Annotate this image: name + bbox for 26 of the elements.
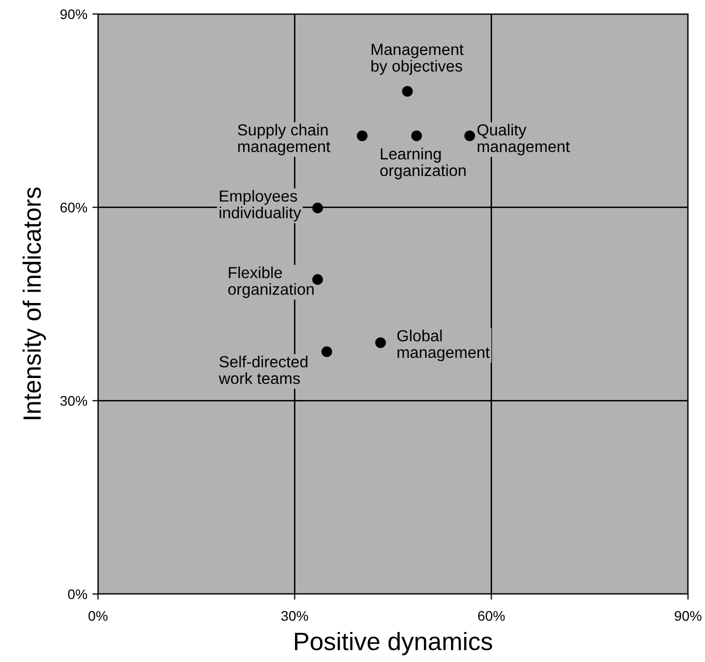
point: [321, 346, 332, 358]
x-tick-label: 60%: [478, 611, 505, 621]
annotation: Quality management: [477, 124, 570, 156]
point: [402, 86, 413, 97]
annotation: Self-directed work teams: [218, 356, 308, 384]
y-axis-title: Intensity of indicators: [22, 187, 46, 420]
x-axis-title: Positive dynamics: [295, 632, 492, 656]
point: [411, 130, 422, 142]
point: [356, 130, 368, 142]
x-tick-label: 90%: [674, 611, 702, 621]
annotation: Global management: [397, 330, 490, 362]
y-tick-label: 60%: [60, 202, 88, 213]
point: [375, 337, 386, 348]
x-tick-label: 30%: [281, 611, 308, 621]
y-tick-label: 90%: [60, 9, 88, 20]
point: [312, 202, 323, 214]
point: [464, 130, 476, 142]
annotation: Employees individuality: [220, 190, 302, 222]
x-tick-label: 0%: [88, 611, 108, 621]
annotation: Supply chain management: [238, 124, 330, 156]
point: [312, 274, 323, 285]
y-tick-label: 0%: [68, 589, 88, 600]
y-tick-label: 30%: [60, 396, 88, 406]
annotation: Flexible organization: [228, 266, 314, 298]
annotation: Learning organization: [380, 148, 466, 180]
annotation: Management by objectives: [371, 44, 464, 75]
